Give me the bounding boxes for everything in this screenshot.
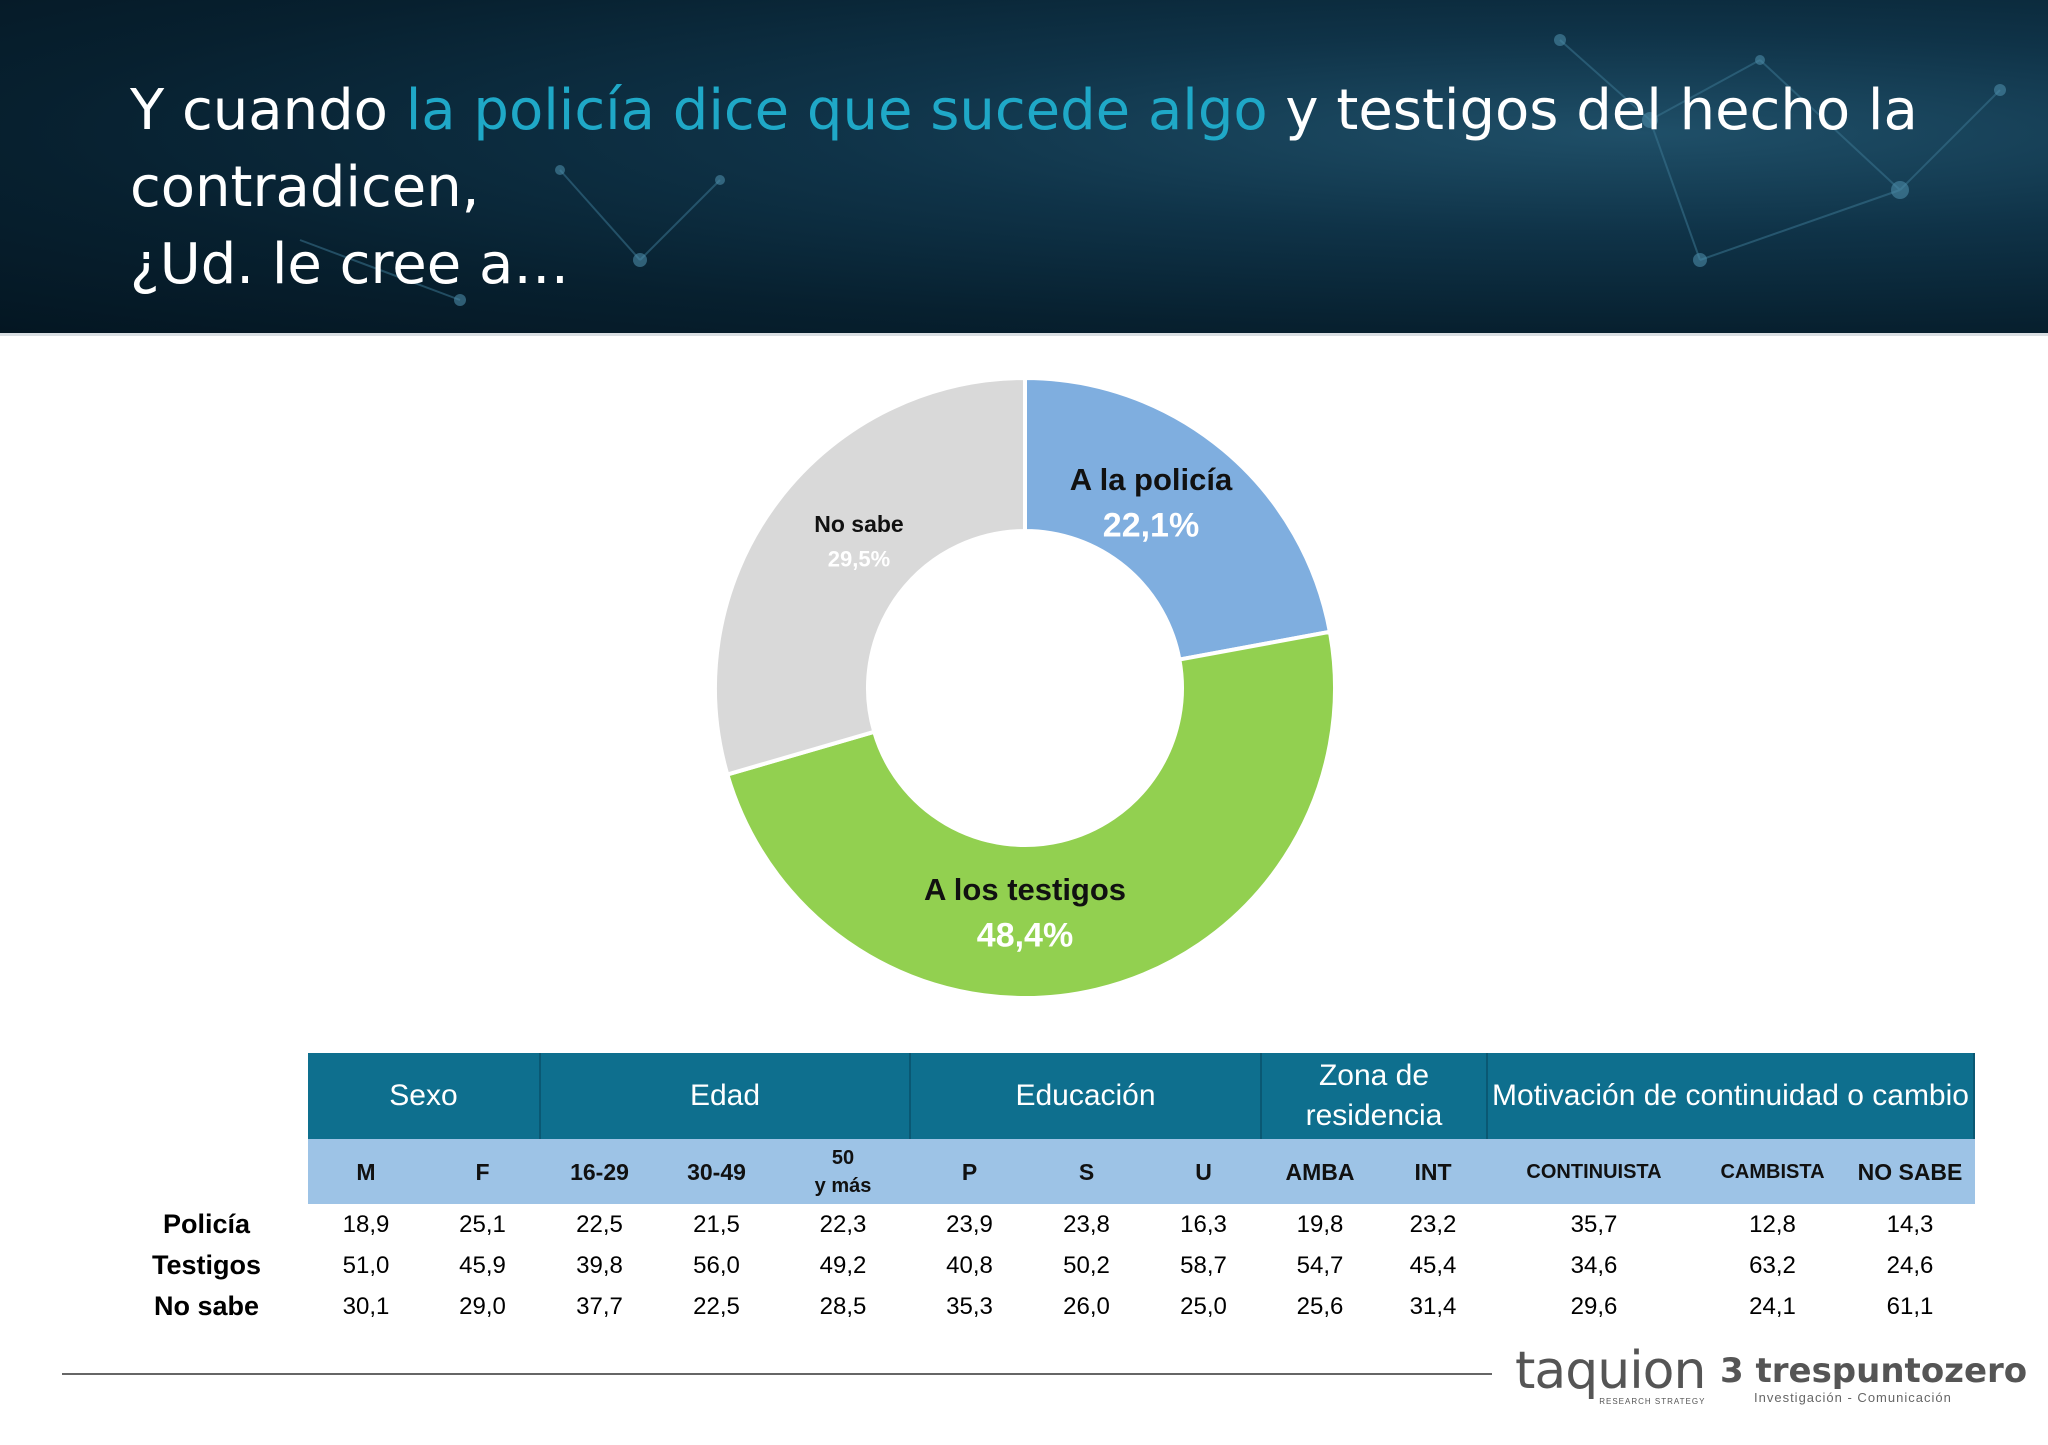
table-cell: 22,3 xyxy=(819,1210,867,1238)
table-column-header: NO SABE xyxy=(1845,1139,1975,1204)
table-cell: 23,8 xyxy=(1063,1210,1110,1238)
table-cell: 40,8 xyxy=(946,1251,993,1279)
table-cell: 19,8 xyxy=(1296,1210,1344,1238)
table-group-header: Educación xyxy=(911,1053,1262,1139)
table-row: No sabe 30,1 29,0 37,7 22,5 28,5 35,3 26,0 25,0 2… xyxy=(105,1286,2005,1327)
table-column-header: AMBA xyxy=(1262,1139,1378,1204)
taquion-logo-tagline: RESEARCH STRATEGY xyxy=(1599,1397,1706,1406)
table-cell: 45,9 xyxy=(459,1251,506,1279)
table-cell: 49,2 xyxy=(819,1251,867,1279)
table-group-header-row: Sexo Edad Educación Zona de residencia Motiv… xyxy=(105,1053,2005,1139)
table-cell: 29,6 xyxy=(1570,1292,1618,1320)
table-row-label: Testigos xyxy=(151,1250,261,1280)
donut-slice-label-2: A los testigos xyxy=(924,872,1126,907)
trespuntozero-logo-name: 3 trespuntozero xyxy=(1720,1351,2028,1391)
donut-slice-1 xyxy=(1023,375,1333,662)
table-cell: 16,3 xyxy=(1180,1210,1227,1238)
title-highlight: la policía dice que sucede algo xyxy=(405,78,1268,143)
table-cell: 56,0 xyxy=(693,1251,740,1279)
table-cell: 34,6 xyxy=(1570,1251,1618,1279)
table-group-header: Sexo xyxy=(308,1053,541,1139)
table-cell: 22,5 xyxy=(576,1210,623,1238)
table-cell: 51,0 xyxy=(342,1251,390,1279)
table-cell: 39,8 xyxy=(576,1251,623,1279)
table-cell: 18,9 xyxy=(342,1210,390,1238)
title-part-2: y testigos del hecho la contradicen, xyxy=(130,78,1918,220)
table-body: Policía 18,9 25,1 22,5 21,5 22,3 23,9 23,8 16,3 1… xyxy=(105,1204,2005,1327)
table-cell: 12,8 xyxy=(1749,1210,1796,1238)
table-column-header: P xyxy=(911,1139,1028,1204)
table-column-header: U xyxy=(1145,1139,1262,1204)
donut-slice-value-3: 29,5% xyxy=(828,547,890,572)
table-row-label: Policía xyxy=(162,1209,251,1239)
table-cell: 23,2 xyxy=(1409,1210,1457,1238)
table-column-header-row: M F 16-29 30-49 50 y más P S U AMBA INT CONTINUISTA… xyxy=(105,1139,2005,1204)
table-cell: 31,4 xyxy=(1409,1292,1457,1320)
table-cell: 61,1 xyxy=(1886,1292,1934,1320)
table-column-header: 50 y más xyxy=(775,1139,911,1204)
donut-chart: A la policía 22,1% A los testigos 48,4% No s… xyxy=(713,375,1337,1000)
table-cell: 22,5 xyxy=(693,1292,740,1320)
title-part-1: Y cuando xyxy=(130,78,406,143)
table-column-header: 30-49 xyxy=(658,1139,775,1204)
table-cell: 26,0 xyxy=(1063,1292,1110,1320)
title-line-3: ¿Ud. le cree a… xyxy=(130,232,570,297)
table-group-header: Motivación de continuidad o cambio xyxy=(1488,1053,1975,1139)
trespuntozero-logo: 3 trespuntozero Investigación - Comunica… xyxy=(1720,1352,2027,1405)
donut-slice-value-1: 22,1% xyxy=(1103,507,1199,545)
table-column-header: 16-29 xyxy=(541,1139,658,1204)
crosstab-table: Sexo Edad Educación Zona de residencia Motiv… xyxy=(105,1053,2005,1327)
table-cell: 24,1 xyxy=(1749,1292,1796,1320)
table-row: Policía 18,9 25,1 22,5 21,5 22,3 23,9 23,8 16,3 1… xyxy=(105,1204,2005,1245)
table-column-header: S xyxy=(1028,1139,1145,1204)
donut-slice-label-1: A la policía xyxy=(1070,462,1233,497)
table-row: Testigos 51,0 45,9 39,8 56,0 49,2 40,8 50,2 58,7… xyxy=(105,1245,2005,1286)
table-corner-spacer xyxy=(105,1053,308,1139)
table-column-header: M xyxy=(308,1139,424,1204)
page-title: Y cuando la policía dice que sucede algo… xyxy=(130,72,1950,303)
header-divider xyxy=(0,333,2048,336)
taquion-logo: taquion RESEARCH STRATEGY xyxy=(1515,1341,1706,1406)
table-column-header: INT xyxy=(1378,1139,1488,1204)
donut-slice-value-2: 48,4% xyxy=(977,917,1073,955)
donut-slice-label-3: No sabe xyxy=(814,511,903,537)
trespuntozero-logo-tagline: Investigación - Comunicación xyxy=(1754,1390,1952,1405)
footer-divider xyxy=(62,1373,1492,1375)
table-cell: 23,9 xyxy=(946,1210,993,1238)
table-cell: 25,6 xyxy=(1296,1292,1344,1320)
table-column-header: CAMBISTA xyxy=(1700,1139,1845,1204)
taquion-logo-name: taquion xyxy=(1515,1341,1706,1401)
table-cell: 25,1 xyxy=(459,1210,506,1238)
table-cell: 29,0 xyxy=(459,1292,506,1320)
table-cell: 35,3 xyxy=(946,1292,993,1320)
table-cell: 45,4 xyxy=(1409,1251,1457,1279)
donut-slice-2 xyxy=(724,629,1337,1000)
table-cell: 14,3 xyxy=(1886,1210,1934,1238)
table-cell: 35,7 xyxy=(1570,1210,1618,1238)
table-cell: 63,2 xyxy=(1749,1251,1796,1279)
table-cell: 21,5 xyxy=(693,1210,740,1238)
table-group-header: Edad xyxy=(541,1053,911,1139)
network-background-decoration xyxy=(299,34,2006,306)
table-cell: 30,1 xyxy=(342,1292,390,1320)
table-row-label: No sabe xyxy=(153,1291,260,1321)
table-cell: 50,2 xyxy=(1063,1251,1110,1279)
header-banner: Y cuando la policía dice que sucede algo… xyxy=(0,0,2048,333)
table-cell: 25,0 xyxy=(1180,1292,1227,1320)
table-cell: 54,7 xyxy=(1296,1251,1344,1279)
table-cell: 37,7 xyxy=(576,1292,623,1320)
table-cell: 28,5 xyxy=(819,1292,867,1320)
table-group-header: Zona de residencia xyxy=(1262,1053,1488,1139)
donut-slice-3 xyxy=(713,375,1027,777)
table-cell: 58,7 xyxy=(1180,1251,1227,1279)
table-cell: 24,6 xyxy=(1886,1251,1934,1279)
table-column-header: F xyxy=(424,1139,541,1204)
table-corner-spacer xyxy=(105,1139,308,1204)
table-column-header: CONTINUISTA xyxy=(1488,1139,1700,1204)
